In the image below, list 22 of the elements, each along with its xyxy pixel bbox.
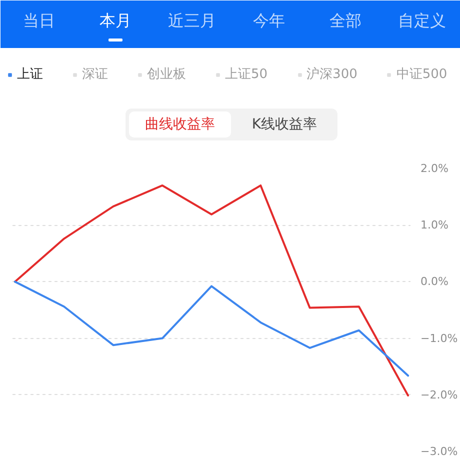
y-tick-label: −1.0% bbox=[420, 332, 458, 345]
text: K线收益率 bbox=[252, 116, 318, 132]
y-tick-label: 1.0% bbox=[420, 218, 448, 232]
y-tick-label: 0.0% bbox=[420, 275, 448, 288]
legend-label: 深证 bbox=[82, 66, 108, 83]
text: 曲线收益率 bbox=[145, 116, 215, 132]
text: 本月 bbox=[100, 11, 132, 30]
y-tick-label: 2.0% bbox=[420, 162, 448, 175]
y-tick-label: −3.0% bbox=[420, 445, 458, 458]
legend-label: 沪深300 bbox=[306, 66, 358, 83]
text: 自定义 bbox=[398, 11, 446, 30]
legend-label: 中证500 bbox=[396, 66, 448, 83]
legend-label: 创业板 bbox=[147, 66, 186, 83]
line-series bbox=[14, 280, 410, 377]
text: 近三月 bbox=[168, 11, 216, 30]
line-series bbox=[14, 184, 410, 396]
legend-label: 上证 bbox=[17, 66, 43, 83]
text: 全部 bbox=[330, 11, 362, 30]
legend-label: 上证50 bbox=[225, 66, 268, 83]
text: 今年 bbox=[252, 11, 285, 30]
text: 当日 bbox=[22, 11, 55, 30]
y-tick-label: −2.0% bbox=[420, 388, 458, 402]
